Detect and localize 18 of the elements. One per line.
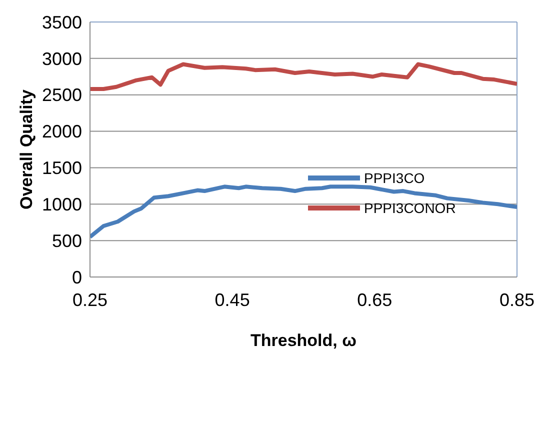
y-tick-label: 2500 xyxy=(42,85,82,106)
line-series xyxy=(90,184,517,239)
y-axis-title: Overall Quality xyxy=(17,88,36,210)
y-tick-label: 3500 xyxy=(42,12,82,32)
y-tick-label: 2000 xyxy=(42,122,82,142)
x-tick-label: 0.25 xyxy=(72,290,108,310)
line-series xyxy=(90,62,517,92)
y-tick-label: 1500 xyxy=(42,158,82,178)
y-tick-label: 0 xyxy=(72,267,82,288)
legend-label: PPPI3CO xyxy=(364,170,425,186)
legend-label: PPPI3CONOR xyxy=(364,200,456,216)
x-tick-label: 0.45 xyxy=(214,290,250,310)
y-tick-label: 3000 xyxy=(42,48,82,69)
x-axis-title: Threshold, ω xyxy=(250,331,356,350)
x-tick-label: 0.65 xyxy=(357,290,392,310)
y-tick-label: 500 xyxy=(52,230,82,251)
y-tick-label: 1000 xyxy=(42,194,82,215)
x-tick-label: 0.85 xyxy=(499,290,535,310)
